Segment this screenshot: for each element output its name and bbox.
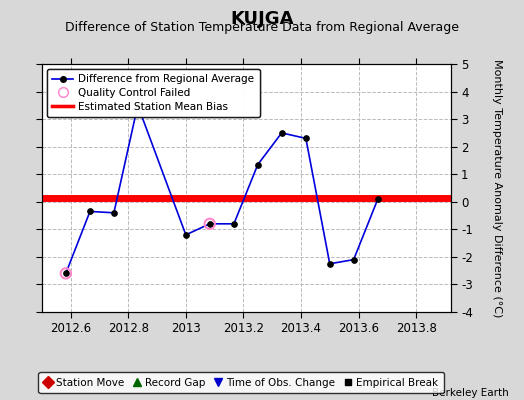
Y-axis label: Monthly Temperature Anomaly Difference (°C): Monthly Temperature Anomaly Difference (… [493,59,503,317]
Text: Berkeley Earth: Berkeley Earth [432,388,508,398]
Legend: Station Move, Record Gap, Time of Obs. Change, Empirical Break: Station Move, Record Gap, Time of Obs. C… [38,372,444,393]
Legend: Difference from Regional Average, Quality Control Failed, Estimated Station Mean: Difference from Regional Average, Qualit… [47,69,259,117]
Text: Difference of Station Temperature Data from Regional Average: Difference of Station Temperature Data f… [65,21,459,34]
Point [62,270,70,277]
Text: KUJGA: KUJGA [230,10,294,28]
Point [205,221,214,227]
